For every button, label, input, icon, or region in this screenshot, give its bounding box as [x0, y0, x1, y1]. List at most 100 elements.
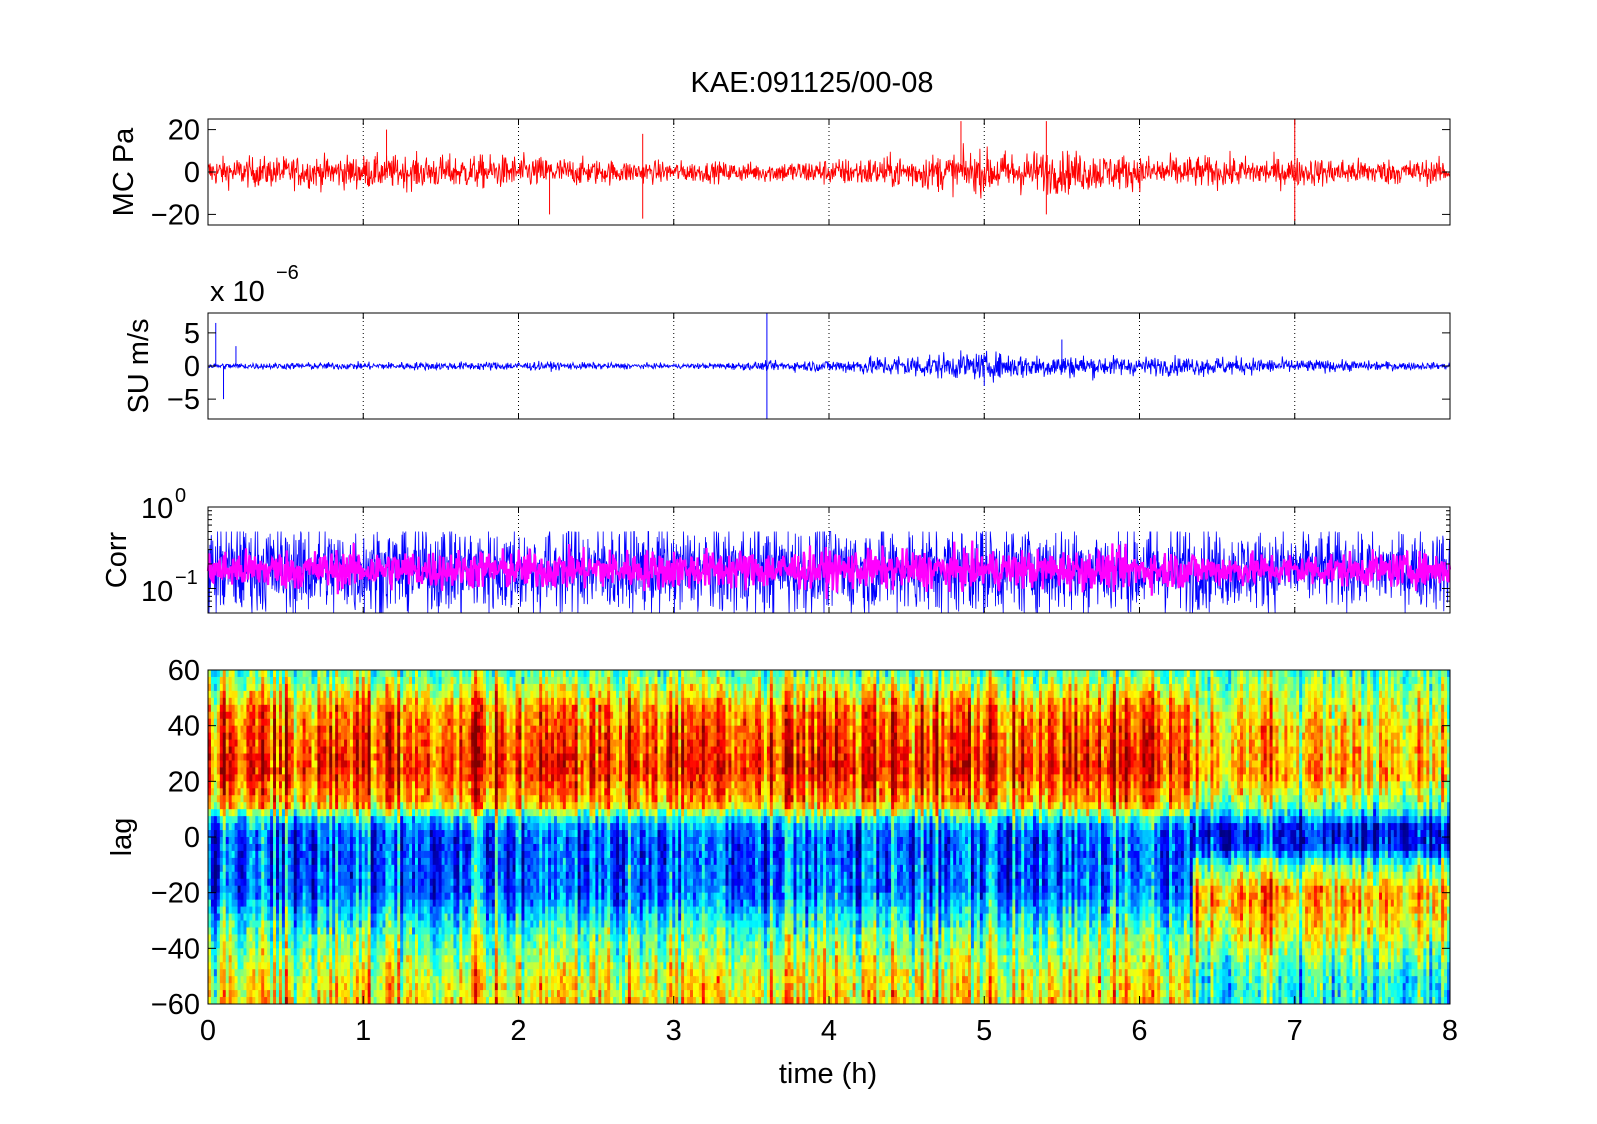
heat-cell: [489, 726, 492, 733]
heat-cell: [377, 691, 380, 698]
heat-cell: [335, 969, 338, 976]
heat-cell: [406, 712, 409, 719]
heat-cell: [504, 788, 507, 795]
heat-cell: [297, 670, 300, 677]
heat-cell: [211, 830, 214, 837]
heat-cell: [335, 830, 338, 837]
heat-cell: [317, 934, 320, 941]
heat-cell: [504, 712, 507, 719]
heat-cell: [427, 844, 430, 851]
heat-cell: [208, 788, 211, 795]
heat-cell: [332, 795, 335, 802]
heat-cell: [368, 907, 371, 914]
heat-cell: [418, 747, 421, 754]
heat-cell: [409, 795, 412, 802]
heat-cell: [264, 879, 267, 886]
heat-cell: [409, 851, 412, 858]
heat-cell: [498, 795, 501, 802]
heat-cell: [279, 997, 282, 1004]
heat-cell: [208, 767, 211, 774]
heat-cell: [312, 781, 315, 788]
heat-cell: [329, 684, 332, 691]
heat-cell: [326, 767, 329, 774]
heat-cell: [445, 740, 448, 747]
heat-cell: [371, 809, 374, 816]
heat-cell: [264, 844, 267, 851]
heat-cell: [353, 747, 356, 754]
heat-cell: [427, 893, 430, 900]
heat-cell: [241, 872, 244, 879]
heat-cell: [297, 921, 300, 928]
heat-cell: [211, 872, 214, 879]
heat-cell: [323, 907, 326, 914]
heat-cell: [433, 983, 436, 990]
heat-cell: [480, 691, 483, 698]
heat-cell: [365, 760, 368, 767]
heat-cell: [306, 781, 309, 788]
heat-cell: [326, 948, 329, 955]
heat-cell: [453, 893, 456, 900]
heat-cell: [306, 788, 309, 795]
heat-cell: [314, 948, 317, 955]
heat-cell: [208, 809, 211, 816]
heat-cell: [341, 726, 344, 733]
heat-cell: [380, 990, 383, 997]
heat-cell: [453, 844, 456, 851]
heat-cell: [291, 976, 294, 983]
heat-cell: [258, 983, 261, 990]
heat-cell: [276, 955, 279, 962]
correlation-ytick-bottom: 10: [141, 576, 173, 608]
heat-cell: [477, 774, 480, 781]
heat-cell: [436, 872, 439, 879]
heat-cell: [397, 747, 400, 754]
heat-cell: [430, 837, 433, 844]
heat-cell: [380, 816, 383, 823]
heat-cell: [282, 809, 285, 816]
heat-cell: [235, 747, 238, 754]
heat-cell: [445, 948, 448, 955]
heat-cell: [377, 760, 380, 767]
heat-cell: [492, 767, 495, 774]
heat-cell: [495, 809, 498, 816]
heat-cell: [385, 969, 388, 976]
heat-cell: [442, 865, 445, 872]
heat-cell: [279, 941, 282, 948]
heat-cell: [477, 872, 480, 879]
heat-cell: [412, 914, 415, 921]
heat-cell: [368, 914, 371, 921]
heat-cell: [270, 677, 273, 684]
heat-cell: [433, 844, 436, 851]
heat-cell: [406, 767, 409, 774]
heat-cell: [474, 872, 477, 879]
heat-cell: [238, 941, 241, 948]
heat-cell: [252, 948, 255, 955]
heat-cell: [312, 760, 315, 767]
heat-cell: [252, 677, 255, 684]
heat-cell: [412, 934, 415, 941]
heat-cell: [208, 740, 211, 747]
heat-cell: [356, 893, 359, 900]
heat-cell: [385, 886, 388, 893]
heat-cell: [335, 781, 338, 788]
heat-cell: [241, 969, 244, 976]
heat-cell: [468, 955, 471, 962]
heat-cell: [320, 879, 323, 886]
heat-cell: [480, 677, 483, 684]
heat-cell: [371, 684, 374, 691]
heat-cell: [382, 886, 385, 893]
heat-cell: [238, 740, 241, 747]
heat-cell: [241, 941, 244, 948]
heat-cell: [418, 767, 421, 774]
heat-cell: [338, 962, 341, 969]
heat-cell: [288, 921, 291, 928]
heat-cell: [329, 955, 332, 962]
heat-cell: [312, 816, 315, 823]
heat-cell: [424, 900, 427, 907]
heat-cell: [371, 921, 374, 928]
heat-cell: [312, 788, 315, 795]
heat-cell: [276, 990, 279, 997]
heat-cell: [483, 990, 486, 997]
heat-cell: [267, 927, 270, 934]
heat-cell: [241, 781, 244, 788]
heat-cell: [303, 698, 306, 705]
